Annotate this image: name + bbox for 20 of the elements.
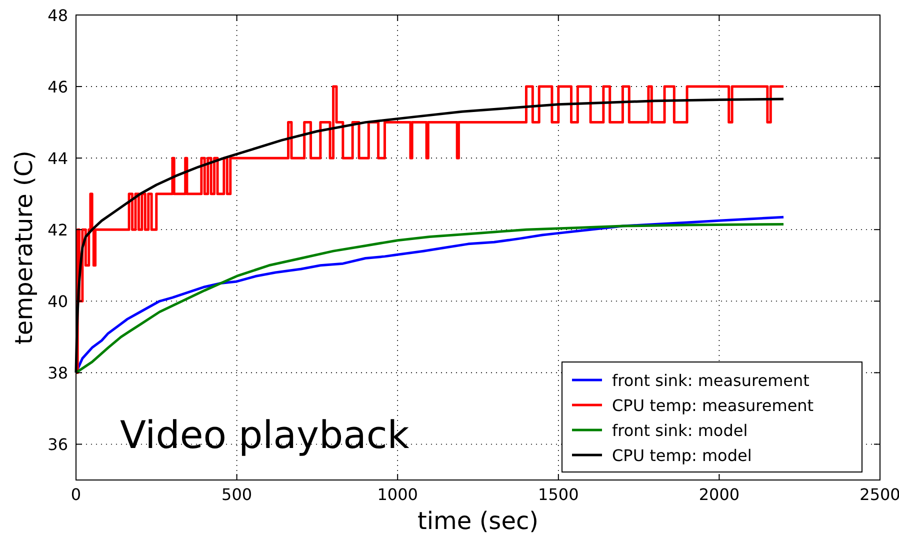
x-tick-label: 1000	[377, 485, 418, 504]
y-axis-title: temperature (C)	[10, 150, 38, 344]
x-tick-label: 500	[222, 485, 252, 504]
annotation: Video playback	[120, 413, 410, 457]
x-tick-label: 0	[70, 485, 82, 504]
legend-label: front sink: measurement	[612, 371, 810, 390]
x-tick-label: 2000	[698, 485, 740, 504]
y-tick-label: 48	[48, 6, 68, 25]
x-tick-label: 1500	[538, 485, 579, 504]
y-tick-label: 42	[48, 220, 68, 240]
legend-label: front sink: model	[612, 421, 748, 440]
y-tick-label: 44	[48, 149, 68, 168]
legend-label: CPU temp: measurement	[612, 396, 814, 415]
legend-label: CPU temp: model	[612, 446, 752, 465]
y-tick-label: 38	[48, 364, 68, 383]
x-axis-title: time (sec)	[417, 507, 539, 535]
x-tick-label: 2500	[860, 485, 899, 504]
y-tick-label: 40	[48, 292, 68, 312]
y-tick-label: 36	[48, 435, 68, 454]
y-tick-label: 46	[48, 78, 68, 97]
